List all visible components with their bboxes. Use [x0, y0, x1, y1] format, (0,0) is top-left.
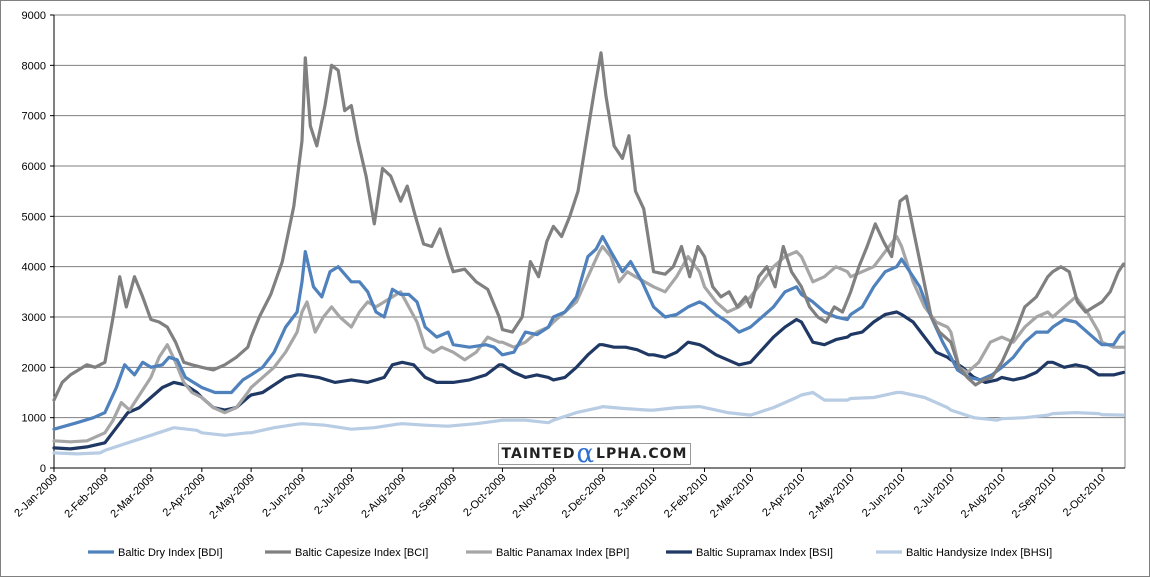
series-line-4 — [52, 390, 1126, 456]
legend-label: Baltic Capesize Index [BCI] — [295, 547, 428, 559]
legend-label: Baltic Dry Index [BDI] — [118, 547, 223, 559]
y-tick-label: 4000 — [22, 262, 46, 274]
legend-label: Baltic Panamax Index [BPI] — [496, 547, 629, 559]
gridlines — [54, 14, 1126, 468]
y-tick-label: 6000 — [22, 161, 46, 173]
watermark-text-after: LPHA.COM — [596, 446, 688, 462]
axes — [50, 14, 1125, 472]
legend-label: Baltic Supramax Index [BSI] — [696, 547, 833, 559]
watermark-alpha: α — [576, 439, 596, 469]
y-tick-label: 0 — [40, 463, 46, 475]
legend-label: Baltic Handysize Index [BHSI] — [906, 547, 1052, 559]
y-tick-label: 5000 — [22, 211, 46, 223]
series-line-1 — [52, 51, 1126, 402]
y-tick-label: 3000 — [22, 312, 46, 324]
y-tick-label: 1000 — [22, 413, 46, 425]
watermark-text-before: TAINTED — [501, 446, 576, 462]
series-line-0 — [52, 234, 1126, 431]
series-line-2 — [52, 234, 1126, 444]
y-tick-label: 9000 — [22, 10, 46, 22]
y-tick-labels: 0 1000 2000 3000 4000 5000 6000 7000 8000 9000 — [22, 10, 46, 475]
y-tick-label: 2000 — [22, 362, 46, 374]
watermark-logo: TAINTED α LPHA.COM — [498, 439, 691, 469]
y-tick-label: 8000 — [22, 60, 46, 72]
legend: Baltic Dry Index [BDI] Baltic Capesize In… — [88, 547, 1052, 559]
series-lines — [52, 51, 1126, 456]
y-tick-label: 7000 — [22, 111, 46, 123]
